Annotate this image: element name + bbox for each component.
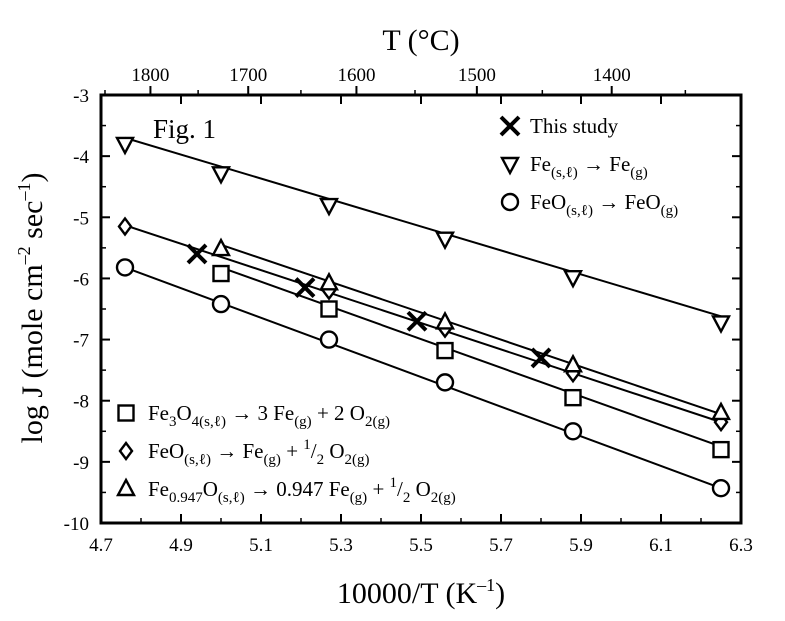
x-tick-label: 5.9 [569, 535, 593, 556]
x-tick-label: 5.5 [409, 535, 433, 556]
data-point-fe0947o [563, 353, 583, 373]
legend-label-this_study: This study [530, 114, 619, 138]
data-point-fe3o4 [212, 264, 230, 283]
data-point-fe [211, 166, 231, 185]
x-tick-label: 4.9 [169, 535, 193, 556]
tick-marks [100, 86, 742, 524]
data-point-fe [115, 136, 135, 156]
x-tick-label: 5.1 [249, 535, 273, 556]
fit-line-feo_fe [124, 224, 722, 424]
data-point-fe3o4 [712, 440, 730, 459]
top-tick-label: 1800 [131, 65, 169, 86]
x-tick-label: 5.3 [329, 535, 353, 556]
y-tick-label: -4 [73, 147, 89, 168]
legend-marker-fe [500, 156, 520, 176]
legend-marker-fe0947o [116, 477, 136, 497]
top-axis-title: T (°C) [382, 24, 459, 57]
x-tick-label: 6.1 [649, 535, 673, 556]
legend-label-feo_gas: FeO(s,ℓ) → FeO(g) [530, 190, 678, 219]
legend-marker-fe3o4 [117, 404, 135, 422]
data-point-this_study [406, 310, 428, 332]
y-tick-label: -5 [73, 208, 89, 229]
data-point-feo_gas [211, 294, 231, 314]
data-point-fe [435, 231, 455, 251]
x-tick-label: 4.7 [89, 535, 113, 556]
data-point-feo_gas [711, 478, 731, 498]
legend-label-feo_fe: FeO(s,ℓ) → Fe(g) + 1/2 O2(g) [148, 437, 370, 468]
y-tick-label: -8 [73, 392, 89, 413]
data-point-this_study [294, 277, 316, 299]
y-tick-label: -7 [73, 331, 89, 352]
data-point-fe0947o [211, 237, 231, 257]
data-point-fe [711, 315, 731, 335]
data-point-feo_gas [319, 330, 339, 349]
fit-line-fe0947o [220, 243, 722, 416]
data-point-fe0947o [435, 310, 455, 330]
legend-marker-this_study [499, 115, 521, 137]
y-tick-label: -9 [73, 453, 89, 474]
fit-lines [124, 136, 722, 490]
tick-labels: 4.7 4.9 5.1 5.3 5.5 5.7 5.9 6.1 6.3 -3 -4 -5 -6 -7 -8 -… [64, 65, 753, 556]
data-points [115, 136, 731, 498]
fit-line-fe3o4 [220, 266, 722, 448]
x-axis-title: 10000/T (K–1) [337, 575, 505, 610]
data-point-fe [319, 197, 339, 217]
data-point-fe3o4 [320, 300, 338, 318]
top-tick-label: 1500 [458, 65, 496, 86]
data-point-fe0947o [319, 271, 339, 291]
x-tick-label: 5.7 [489, 535, 513, 556]
figure-label: Fig. 1 [153, 114, 216, 144]
legend-marker-feo_gas [500, 192, 520, 212]
legend-label-fe3o4: Fe3O4(s,ℓ) → 3 Fe(g) + 2 O2(g) [148, 401, 390, 430]
data-point-feo_gas [435, 373, 455, 392]
data-point-fe3o4 [564, 388, 582, 407]
legend: This study Fe(s,ℓ) → Fe(g) FeO(s,ℓ) → FeO(… [116, 114, 678, 506]
y-tick-label: -10 [64, 514, 89, 535]
y-tick-label: -3 [73, 86, 89, 107]
y-tick-label: -6 [73, 269, 89, 290]
data-point-this_study [530, 347, 552, 369]
data-point-this_study [186, 243, 208, 265]
legend-marker-feo_fe [118, 441, 134, 461]
legend-label-fe0947o: Fe0.947O(s,ℓ) → 0.947 Fe(g) + 1/2 O2(g) [148, 475, 456, 506]
top-tick-label: 1600 [337, 65, 375, 86]
top-tick-label: 1700 [229, 65, 267, 86]
data-point-fe0947o [711, 401, 731, 421]
data-point-fe [563, 270, 583, 289]
data-point-feo_fe [117, 216, 133, 237]
data-point-fe3o4 [436, 341, 454, 360]
data-point-feo_gas [563, 422, 583, 441]
data-point-feo_gas [115, 258, 135, 277]
top-tick-label: 1400 [593, 65, 631, 86]
y-axis-title: log J (mole cm–2 sec–1) [14, 173, 49, 444]
x-tick-label: 6.3 [729, 535, 753, 556]
legend-label-fe: Fe(s,ℓ) → Fe(g) [530, 152, 648, 181]
